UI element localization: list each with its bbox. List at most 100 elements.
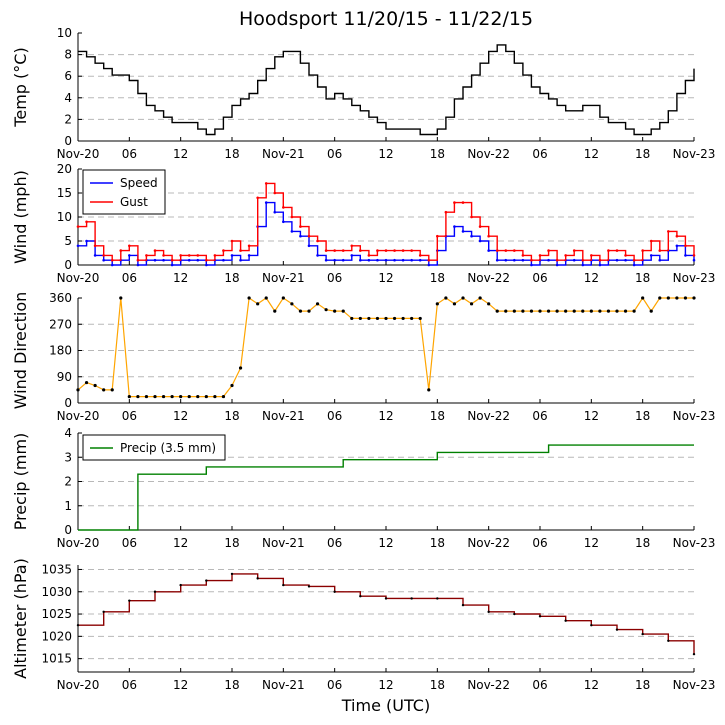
y-tick-label-precip: 0 [64,523,72,537]
x-tick-label-wind-direction: Nov-23 [673,409,716,423]
data-point-wind-direction [84,380,89,385]
data-point-wind [341,249,345,252]
y-tick-label-temp: 2 [64,112,72,126]
data-point-altimeter [333,590,336,593]
data-point-wind [282,220,285,224]
data-point-wind-direction [683,296,688,300]
x-tick-label-wind-direction: 18 [635,409,650,423]
y-tick-label-precip: 4 [64,426,72,440]
x-tick-label-altimeter: 12 [378,678,393,692]
data-point-wind [128,244,131,248]
x-tick-label-wind: 18 [224,271,239,285]
y-tick-label-wind-direction: 270 [49,317,72,331]
data-point-altimeter [692,652,696,656]
data-point-wind [299,234,302,238]
data-point-wind [418,258,422,262]
y-tick-label-precip: 1 [64,499,72,513]
y-tick-label-temp: 10 [57,26,72,40]
x-tick-label-temp: 12 [173,147,188,161]
y-tick-label-wind-direction: 0 [64,396,72,410]
x-tick-label-wind-direction: 18 [430,409,445,423]
data-point-wind [547,258,550,262]
data-point-wind [247,244,251,248]
data-point-wind [205,263,208,267]
data-point-wind [162,254,165,257]
x-tick-label-precip: 12 [584,536,599,550]
data-point-wind-direction [187,394,191,399]
data-point-wind-direction [256,302,260,306]
data-point-wind [359,249,362,252]
legend-label: Precip (3.5 mm) [120,441,216,455]
data-point-wind [461,201,465,204]
data-point-wind [632,258,636,262]
data-point-wind-direction [221,394,226,399]
data-point-wind [393,258,396,262]
data-point-wind-direction [102,388,106,392]
data-point-wind [675,234,679,238]
data-point-wind [555,258,559,262]
data-point-wind-direction [264,296,268,300]
legend-label: Speed [120,176,158,190]
data-point-wind-direction [478,296,482,300]
x-tick-label-temp: Nov-23 [673,147,716,161]
data-point-wind-direction [290,302,294,306]
legend-wind: Speed Gust [82,169,166,215]
data-point-wind-direction [649,309,653,313]
x-tick-label-wind-direction: 06 [327,409,342,423]
data-point-wind-direction [179,394,183,399]
data-point-wind [581,263,585,267]
data-point-wind-direction [529,309,534,313]
data-point-wind-direction [247,296,251,300]
x-tick-label-wind: Nov-21 [262,271,305,285]
data-point-wind [230,254,234,257]
data-point-wind [504,258,508,262]
data-point-wind [513,258,516,262]
data-point-wind-direction [127,394,131,399]
x-tick-label-altimeter: 06 [122,678,137,692]
data-point-wind [615,258,619,262]
data-point-wind-direction [367,316,371,321]
data-point-wind [436,234,439,238]
data-point-wind [692,254,696,257]
x-tick-label-precip: 18 [635,536,650,550]
data-point-wind-direction [273,309,277,313]
x-tick-label-temp: 18 [430,147,445,161]
x-tick-label-wind-direction: 12 [378,409,393,423]
data-point-wind [145,254,148,257]
data-point-wind-direction [110,388,114,392]
x-tick-label-altimeter: 12 [584,678,599,692]
data-point-wind-direction [632,309,636,313]
data-point-wind-direction [298,309,303,313]
data-point-wind [230,239,234,243]
data-point-altimeter [590,623,593,627]
data-point-wind [350,244,354,248]
y-tick-label-wind-direction: 90 [57,370,72,384]
x-tick-label-altimeter: 12 [173,678,188,692]
data-point-wind [359,258,362,262]
series-line-wind-speed [78,201,695,266]
data-point-altimeter [179,583,182,587]
data-point-wind-direction [418,316,422,321]
data-point-wind [513,249,516,252]
x-tick-label-wind: 12 [173,271,188,285]
data-point-wind [632,263,636,267]
data-point-wind [384,258,388,262]
panel-wind-direction: 0 90 180 270 360 Nov-20 06 12 18 Nov-21 06 12 18 Nov-… [11,291,715,423]
data-point-altimeter [667,639,670,642]
data-point-wind [538,254,542,257]
y-tick-label-wind-direction: 180 [49,344,72,358]
data-point-wind [495,258,499,262]
data-point-wind [649,239,653,243]
data-point-wind [530,258,533,262]
legend-precip: Precip (3.5 mm) [82,434,226,461]
data-point-wind-direction [581,309,585,313]
data-point-wind [401,249,405,252]
data-point-wind-direction [641,296,645,300]
x-tick-label-temp: Nov-21 [262,147,305,161]
x-tick-label-wind: 06 [122,271,137,285]
data-point-wind [128,254,131,257]
y-axis-label-wind: Wind (mph) [11,170,30,264]
x-tick-label-wind-direction: 12 [173,409,188,423]
x-tick-label-altimeter: 18 [430,678,445,692]
